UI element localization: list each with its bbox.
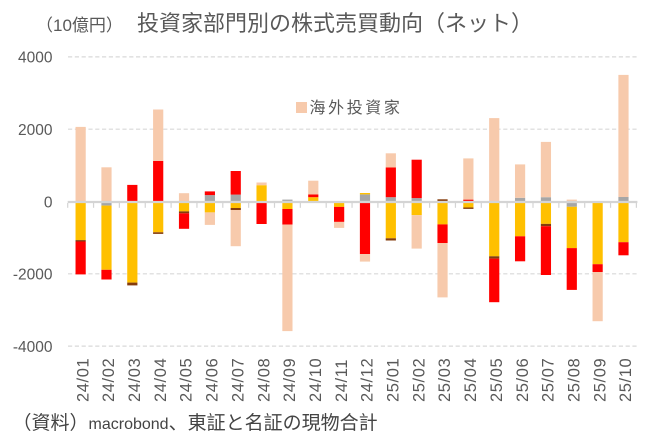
svg-text:25/06: 25/06 (514, 358, 532, 402)
svg-text:0: 0 (44, 194, 53, 211)
svg-text:24/02: 24/02 (100, 358, 118, 402)
svg-text:24/07: 24/07 (229, 358, 247, 402)
svg-text:25/09: 25/09 (591, 358, 609, 402)
svg-text:25/10: 25/10 (617, 358, 635, 402)
svg-text:4000: 4000 (18, 50, 53, 67)
svg-text:24/01: 24/01 (74, 358, 92, 402)
svg-text:24/03: 24/03 (126, 358, 144, 402)
svg-text:海外投資家: 海外投資家 (310, 99, 403, 117)
svg-text:24/10: 24/10 (307, 358, 325, 402)
svg-text:-2000: -2000 (13, 267, 53, 284)
svg-text:-4000: -4000 (13, 339, 53, 356)
svg-text:24/04: 24/04 (152, 358, 170, 402)
svg-text:24/05: 24/05 (178, 358, 196, 402)
svg-text:24/11: 24/11 (333, 359, 351, 402)
svg-text:24/09: 24/09 (281, 358, 299, 402)
svg-text:25/01: 25/01 (385, 358, 403, 402)
svg-text:2000: 2000 (18, 122, 53, 139)
svg-text:25/05: 25/05 (488, 358, 506, 402)
svg-text:24/12: 24/12 (359, 358, 377, 402)
svg-text:24/08: 24/08 (255, 358, 273, 402)
svg-text:24/06: 24/06 (204, 358, 222, 402)
svg-text:25/03: 25/03 (436, 358, 454, 402)
svg-text:25/02: 25/02 (410, 358, 428, 402)
svg-text:25/08: 25/08 (565, 358, 583, 402)
svg-text:25/04: 25/04 (462, 358, 480, 402)
svg-text:25/07: 25/07 (540, 358, 558, 402)
